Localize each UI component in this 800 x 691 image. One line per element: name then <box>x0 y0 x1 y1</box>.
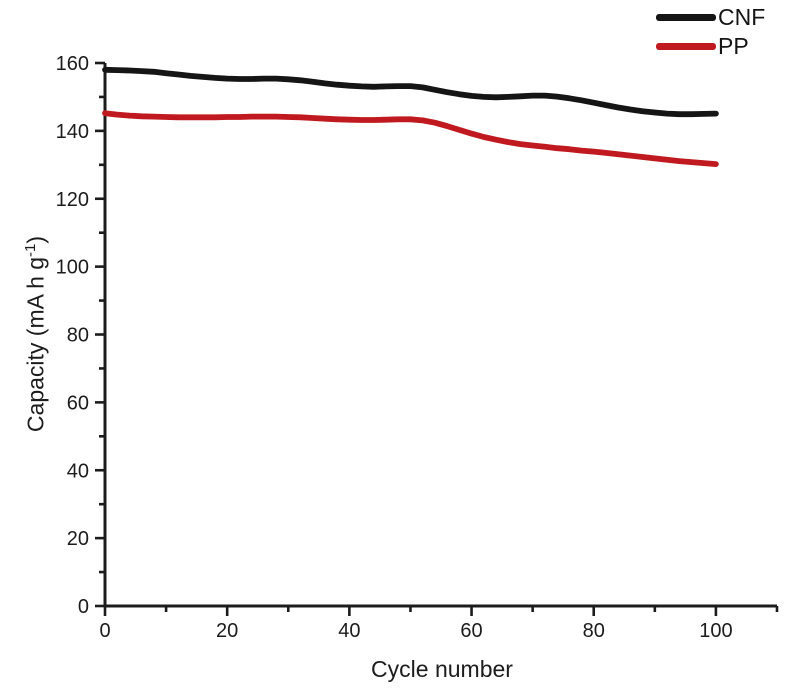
y-tick-label: 100 <box>56 257 89 279</box>
legend-label-pp: PP <box>718 33 749 59</box>
y-axis-title-text: Capacity (mA h g <box>22 256 49 433</box>
x-tick-label: 100 <box>699 620 732 642</box>
y-tick-label: 0 <box>78 596 89 618</box>
series-line-pp <box>102 110 719 168</box>
y-tick-label: 60 <box>67 392 89 414</box>
x-tick-label: 20 <box>216 620 238 642</box>
legend: CNF PP <box>656 3 765 61</box>
x-tick-label: 60 <box>460 620 482 642</box>
y-tick-label: 160 <box>56 53 89 75</box>
y-axis-title: Capacity (mA h g-1) <box>21 235 50 433</box>
y-axis-title-close: ) <box>22 235 49 244</box>
legend-line-swatch-pp <box>656 43 716 50</box>
y-tick-label: 140 <box>56 121 89 143</box>
y-axis-title-superscript: -1 <box>21 243 39 257</box>
series-line-cnf <box>102 66 719 118</box>
y-tick-label: 40 <box>67 460 89 482</box>
y-tick-label: 20 <box>67 528 89 550</box>
legend-label-cnf: CNF <box>718 4 766 30</box>
y-tick-label: 120 <box>56 189 89 211</box>
x-tick-label: 40 <box>338 620 360 642</box>
legend-item-cnf: CNF <box>656 3 765 32</box>
x-tick-label: 80 <box>583 620 605 642</box>
legend-item-pp: PP <box>656 32 765 61</box>
x-tick-label: 0 <box>99 620 110 642</box>
y-tick-label: 80 <box>67 325 89 347</box>
x-axis-title: Cycle number <box>371 656 513 682</box>
legend-line-swatch-cnf <box>656 14 716 21</box>
